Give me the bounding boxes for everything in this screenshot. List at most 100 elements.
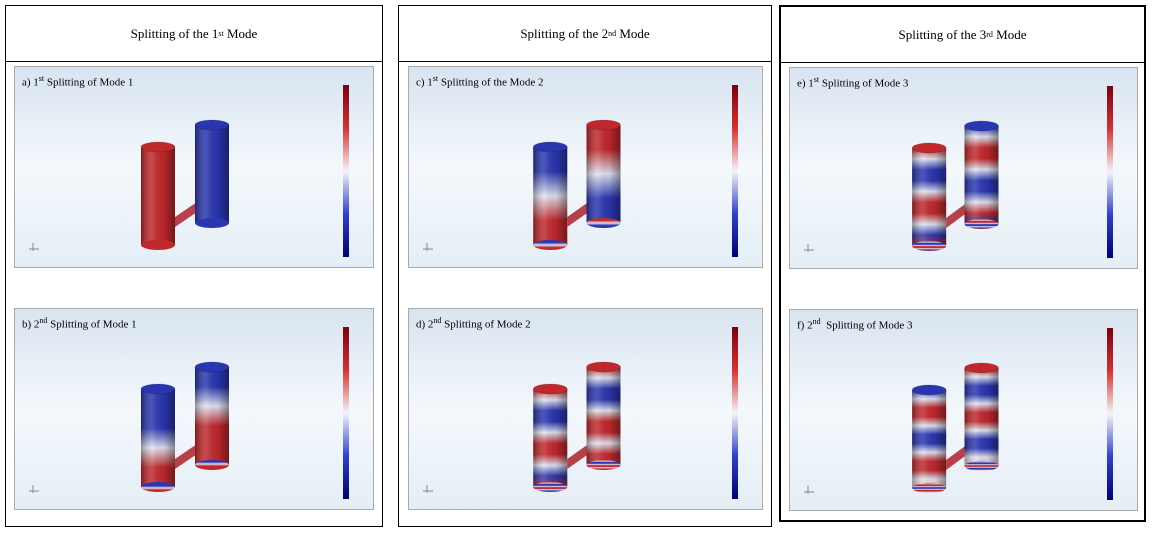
text: Mode [616, 25, 650, 41]
text: Splitting of Mode 3 [819, 77, 909, 90]
text: b) 2 [22, 318, 40, 331]
render [15, 309, 373, 509]
cylinder-top [964, 362, 999, 374]
superscript: st [218, 29, 224, 38]
connector [175, 444, 197, 469]
cylinder-top [140, 383, 176, 395]
cylinder-end [586, 218, 621, 228]
colorbar [1107, 328, 1113, 500]
background [15, 67, 373, 267]
cylinder-shade [912, 390, 947, 488]
connector [946, 203, 967, 228]
cylinder-end [964, 461, 999, 471]
panel-label: f) 2nd Splitting of Mode 3 [797, 317, 913, 332]
superscript: st [813, 75, 820, 84]
panel-label: a) 1st Splitting of Mode 1 [22, 74, 133, 89]
cylinder-end [586, 460, 621, 470]
background [409, 67, 762, 267]
text: Splitting of Mode 2 [441, 318, 531, 331]
render [15, 67, 373, 267]
cylinder-end [533, 240, 568, 250]
superscript: st [38, 74, 45, 83]
panel: d) 2nd Splitting of Mode 2 [408, 308, 763, 510]
cylinder-top [964, 120, 999, 132]
cylinder-top [194, 119, 230, 131]
render [790, 310, 1137, 510]
superscript: nd [433, 316, 442, 325]
panel: c) 1st Splitting of the Mode 2 [408, 66, 763, 268]
colorbar [343, 85, 349, 257]
text: Splitting of the 2 [520, 25, 609, 41]
background [409, 309, 762, 509]
cylinder-top [194, 361, 230, 373]
cylinder-end [964, 219, 999, 229]
cylinder-top [911, 384, 947, 396]
connector [567, 202, 589, 227]
render [790, 68, 1137, 268]
cylinder-end [141, 240, 175, 250]
axis-triad [423, 485, 433, 493]
cylinder-shade [195, 367, 229, 465]
text: Splitting of the 3 [898, 26, 987, 42]
superscript: nd [608, 29, 617, 38]
text: Splitting of the 1 [130, 25, 219, 41]
colorbar [1107, 86, 1113, 258]
text: Mode [992, 26, 1027, 42]
axis-triad [804, 244, 814, 252]
cylinder-end [912, 241, 947, 251]
axis-triad [423, 243, 433, 251]
colorbar [732, 85, 738, 257]
panel: a) 1st Splitting of Mode 1 [14, 66, 374, 268]
axis-triad [29, 243, 39, 251]
cylinder-end [141, 482, 175, 492]
background [790, 310, 1137, 510]
cylinder-top [911, 142, 947, 154]
panel-label: e) 1st Splitting of Mode 3 [797, 75, 908, 90]
cylinder-top [140, 141, 176, 153]
cylinder-end [533, 482, 568, 492]
cylinder-top [586, 361, 621, 373]
text: Splitting of Mode 1 [44, 76, 134, 89]
panel: b) 2nd Splitting of Mode 1 [14, 308, 374, 510]
cylinder-shade [533, 389, 568, 487]
cylinder-top [586, 119, 621, 131]
cylinder-end [912, 483, 947, 493]
text: Splitting of the Mode 2 [438, 76, 544, 89]
panel: f) 2nd Splitting of Mode 3 [789, 309, 1138, 511]
cylinder-shade [533, 147, 568, 245]
cylinder-shade [964, 368, 999, 466]
panel-label: b) 2nd Splitting of Mode 1 [22, 316, 137, 331]
superscript: nd [39, 316, 48, 325]
colorbar [343, 327, 349, 499]
axis-triad [29, 485, 39, 493]
cylinder-shade [141, 389, 175, 487]
panel-label: c) 1st Splitting of the Mode 2 [416, 74, 544, 89]
text: Mode [223, 25, 258, 41]
connector [946, 445, 967, 470]
panel-label: d) 2nd Splitting of Mode 2 [416, 316, 531, 331]
render [409, 309, 762, 509]
cylinder-shade [964, 126, 999, 224]
axis-triad [804, 486, 814, 494]
superscript: nd [812, 317, 821, 326]
cylinder-shade [141, 147, 175, 245]
panel: e) 1st Splitting of Mode 3 [789, 67, 1138, 269]
superscript: st [432, 74, 439, 83]
cylinder-shade [586, 125, 621, 223]
background [15, 309, 373, 509]
connector [567, 444, 589, 469]
background [790, 68, 1137, 268]
superscript: rd [986, 30, 993, 39]
text: Splitting of Mode 3 [820, 319, 913, 332]
text: d) 2 [416, 318, 434, 331]
text: e) 1 [797, 77, 814, 90]
text: a) 1 [22, 76, 39, 89]
text: f) 2 [797, 319, 813, 332]
render [409, 67, 762, 267]
